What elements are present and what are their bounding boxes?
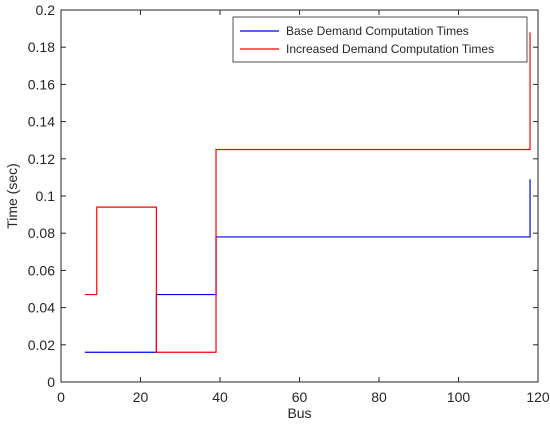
x-tick-label: 80	[371, 389, 387, 405]
legend-label-increased: Increased Demand Computation Times	[286, 42, 494, 56]
x-tick-label: 120	[526, 389, 550, 405]
legend-box	[232, 16, 528, 63]
plot-area	[61, 10, 538, 382]
series-line-increased	[84, 32, 531, 353]
legend: Base Demand Computation Times Increased …	[232, 16, 528, 63]
y-tick-label: 0.12	[28, 151, 55, 167]
x-axis-label: Bus	[287, 405, 311, 421]
y-tick-label: 0.1	[36, 188, 56, 204]
y-tick-label: 0.04	[28, 300, 55, 316]
y-tick-label: 0.08	[28, 225, 55, 241]
x-tick-label: 20	[133, 389, 149, 405]
x-axis: 0 20 40 60 80 100 120	[57, 10, 550, 405]
y-tick-label: 0.06	[28, 262, 55, 278]
y-tick-label: 0	[47, 374, 55, 390]
y-axis: 0 0.02 0.04 0.06 0.08 0.1 0.12 0.14 0.16 0.18 0.2	[28, 2, 538, 390]
y-tick-label: 0.18	[28, 39, 55, 55]
y-tick-label: 0.14	[28, 114, 55, 130]
legend-label-base: Base Demand Computation Times	[286, 24, 469, 38]
y-tick-label: 0.2	[36, 2, 56, 18]
y-tick-label: 0.16	[28, 76, 55, 92]
y-tick-label: 0.02	[28, 337, 55, 353]
x-tick-label: 100	[447, 389, 471, 405]
x-tick-label: 40	[212, 389, 228, 405]
x-tick-label: 0	[57, 389, 65, 405]
series-layer	[84, 32, 531, 353]
y-axis-label: Time (sec)	[4, 163, 20, 229]
x-tick-label: 60	[292, 389, 308, 405]
